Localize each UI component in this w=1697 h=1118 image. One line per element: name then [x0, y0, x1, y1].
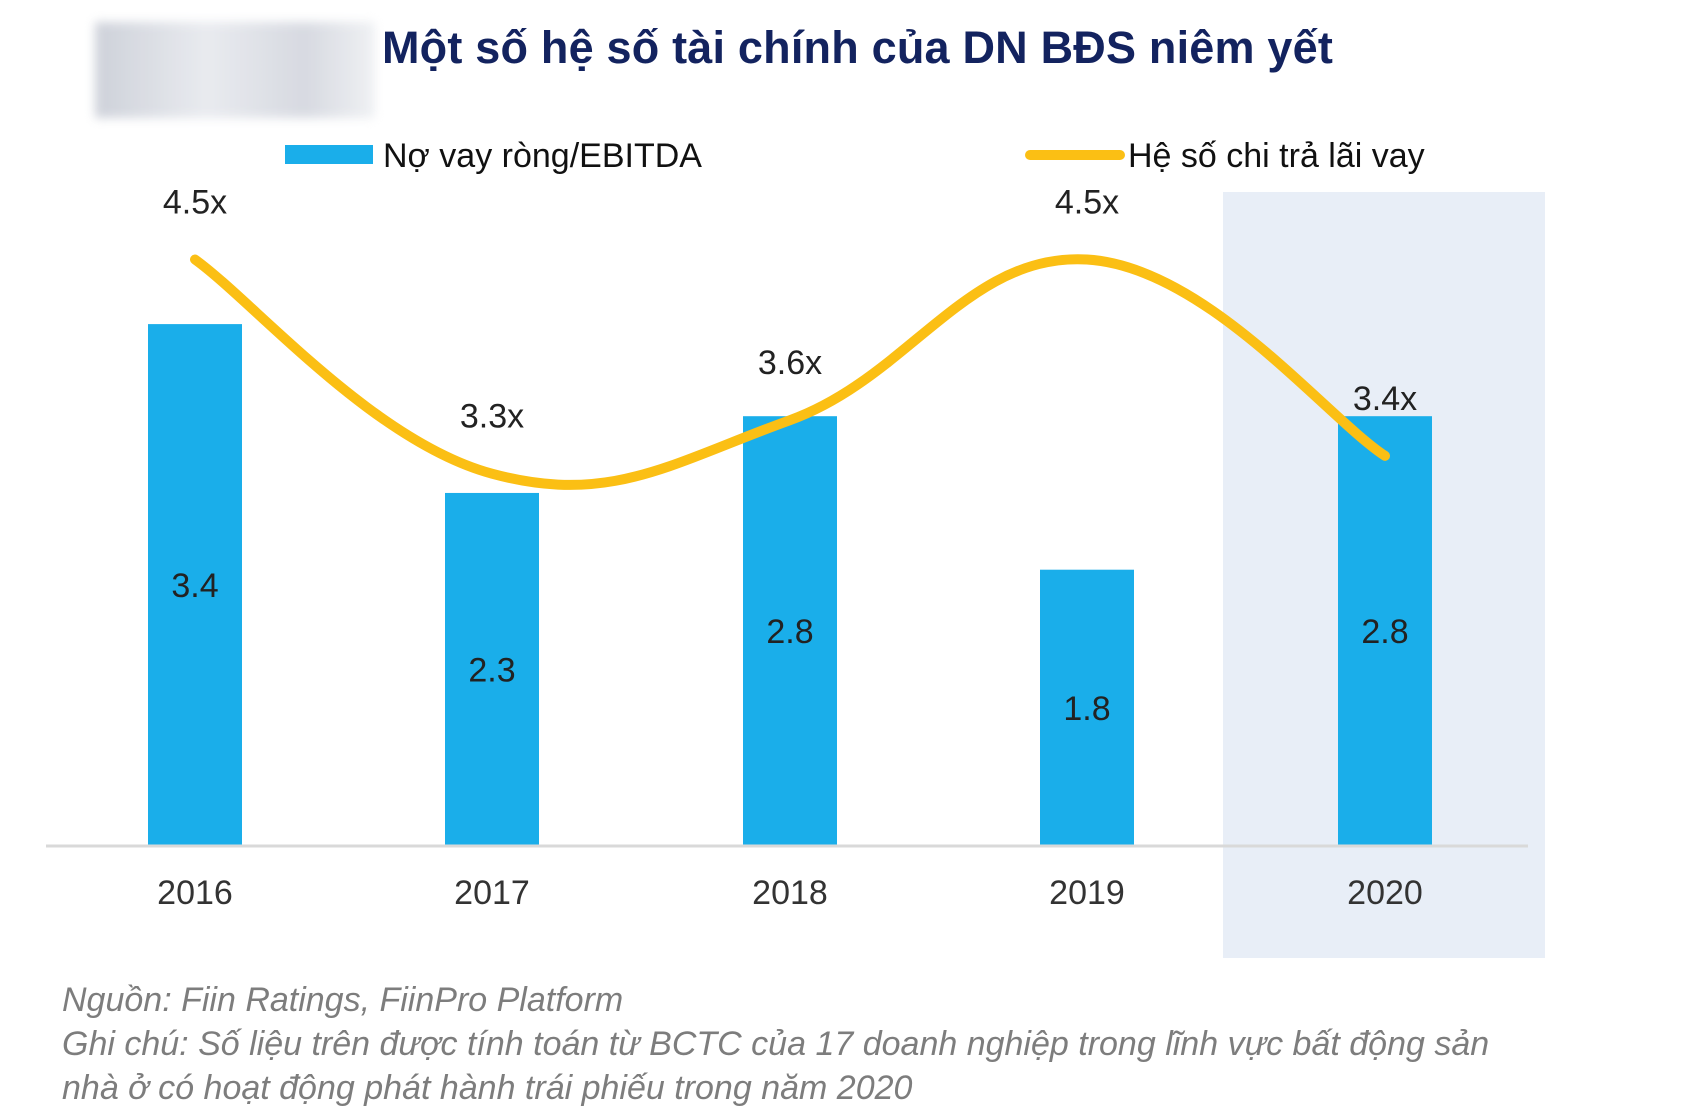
bar-series	[148, 324, 1432, 847]
legend-bar-swatch	[285, 145, 373, 164]
x-tick-2020: 2020	[1347, 874, 1423, 912]
bar-2020	[1338, 416, 1432, 846]
note-line-2: nhà ở có hoạt động phát hành trái phiếu …	[62, 1069, 913, 1107]
blurred-logo	[95, 22, 375, 118]
bar-data-labels: 3.4 2.3 2.8 1.8 2.8	[171, 567, 1408, 728]
line-data-labels: 4.5x 3.3x 3.6x 4.5x 3.4x	[163, 184, 1417, 436]
bar-2016	[148, 324, 242, 847]
footnotes: Nguồn: Fiin Ratings, FiinPro Platform Gh…	[62, 978, 1662, 1110]
x-tick-2016: 2016	[157, 874, 233, 912]
interest-coverage-line	[190, 254, 1390, 490]
line-label-2017: 3.3x	[460, 398, 524, 436]
bar-label-2018: 2.8	[766, 613, 813, 651]
bar-2017	[445, 492, 539, 846]
legend: Nợ vay ròng/EBITDA Hệ số chi trả lãi vay	[285, 137, 1425, 175]
legend-bar-label: Nợ vay ròng/EBITDA	[383, 137, 702, 175]
bar-label-2016: 3.4	[171, 567, 218, 605]
chart-title: Một số hệ số tài chính của DN BĐS niêm y…	[382, 22, 1334, 73]
source-note: Nguồn: Fiin Ratings, FiinPro Platform	[62, 981, 624, 1019]
x-tick-2019: 2019	[1049, 874, 1125, 912]
bar-2019	[1040, 569, 1134, 846]
line-label-2019: 4.5x	[1055, 184, 1119, 222]
bar-label-2017: 2.3	[468, 651, 515, 689]
line-label-2016: 4.5x	[163, 184, 227, 222]
legend-line-label: Hệ số chi trả lãi vay	[1128, 137, 1425, 175]
bar-label-2019: 1.8	[1063, 690, 1110, 728]
x-tick-2018: 2018	[752, 874, 828, 912]
line-label-2020: 3.4x	[1353, 380, 1417, 418]
note-line-1: Ghi chú: Số liệu trên được tính toán từ …	[62, 1025, 1490, 1063]
x-tick-2017: 2017	[454, 874, 530, 912]
line-label-2018: 3.6x	[758, 344, 822, 382]
bar-2018	[743, 416, 837, 846]
x-axis-tick-labels: 2016 2017 2018 2019 2020	[157, 874, 1423, 912]
bar-label-2020: 2.8	[1361, 613, 1408, 651]
